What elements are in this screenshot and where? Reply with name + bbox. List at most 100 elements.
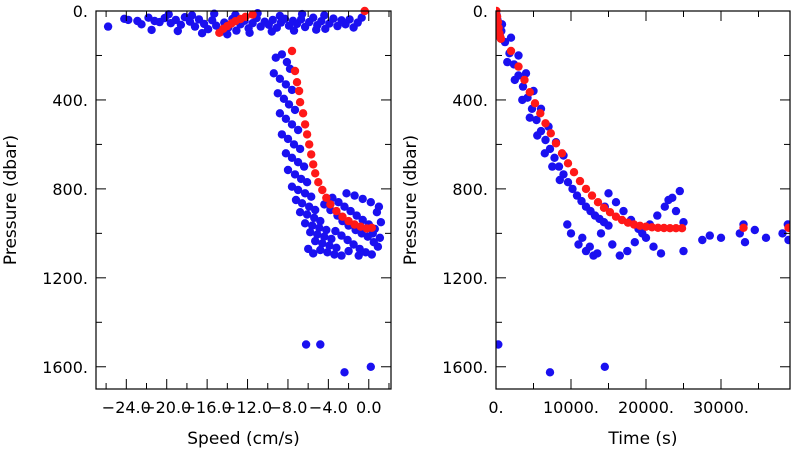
data-point-blue bbox=[563, 220, 572, 229]
x-tick-label: −24.0 bbox=[102, 398, 151, 417]
data-point-red bbox=[292, 78, 302, 87]
data-point-blue bbox=[289, 140, 299, 149]
data-point-blue bbox=[532, 115, 541, 125]
data-point-red bbox=[367, 223, 376, 232]
data-point-blue bbox=[656, 249, 666, 258]
data-point-blue bbox=[312, 25, 321, 34]
data-point-blue bbox=[533, 131, 542, 140]
data-point-blue bbox=[660, 202, 669, 211]
data-point-red bbox=[659, 223, 669, 233]
data-point-red bbox=[309, 160, 318, 169]
data-point-blue bbox=[309, 13, 318, 22]
speed-pressure-panel: 0. 400. 800. 1200. 1600. −24.0−20.0−16.0−12.0… bbox=[1, 2, 392, 449]
data-point-blue bbox=[679, 246, 688, 256]
data-point-blue bbox=[281, 149, 291, 158]
data-point-blue bbox=[596, 229, 606, 238]
data-point-blue bbox=[273, 89, 282, 98]
data-point-red bbox=[300, 120, 310, 129]
data-point-red bbox=[581, 184, 591, 194]
data-point-blue bbox=[332, 243, 341, 252]
data-point-red bbox=[546, 129, 555, 138]
data-point-red bbox=[784, 223, 790, 232]
x-tick-label: 20000. bbox=[618, 398, 674, 417]
data-point-red bbox=[295, 98, 305, 107]
data-point-blue bbox=[287, 85, 297, 95]
data-point-blue bbox=[619, 206, 628, 216]
data-point-blue bbox=[578, 233, 587, 242]
data-point-blue bbox=[316, 245, 325, 255]
data-point-red bbox=[593, 198, 603, 207]
data-point-blue bbox=[299, 162, 309, 171]
data-point-red bbox=[326, 200, 335, 209]
data-point-blue bbox=[281, 80, 291, 89]
data-point-blue bbox=[346, 206, 355, 216]
data-point-red bbox=[525, 88, 534, 97]
data-point-red bbox=[514, 62, 523, 71]
data-point-blue bbox=[761, 233, 771, 242]
data-point-red bbox=[506, 46, 516, 56]
data-point-blue bbox=[320, 200, 329, 209]
x-tick-label: −16.0 bbox=[183, 398, 232, 417]
data-point-red bbox=[520, 75, 529, 85]
data-point-blue bbox=[245, 28, 254, 37]
data-point-blue bbox=[300, 189, 310, 198]
data-point-blue bbox=[295, 144, 305, 154]
x-axis-title: Speed (cm/s) bbox=[187, 429, 299, 449]
data-point-blue bbox=[290, 105, 300, 115]
data-point-blue bbox=[668, 193, 677, 202]
data-point-blue bbox=[340, 368, 349, 377]
data-point-red bbox=[569, 168, 579, 177]
data-point-blue bbox=[615, 251, 624, 260]
data-point-red bbox=[332, 206, 341, 216]
data-point-blue bbox=[302, 178, 312, 187]
data-point-red bbox=[530, 99, 540, 108]
markers bbox=[103, 6, 386, 377]
data-point-blue bbox=[367, 250, 376, 259]
data-point-blue bbox=[277, 50, 287, 59]
data-point-blue bbox=[649, 242, 658, 251]
data-point-red bbox=[307, 150, 316, 159]
data-point-blue bbox=[343, 235, 352, 245]
data-point-blue bbox=[518, 82, 528, 91]
data-point-blue bbox=[358, 215, 367, 225]
data-point-blue bbox=[124, 15, 133, 25]
data-point-blue bbox=[323, 248, 332, 257]
data-point-blue bbox=[342, 189, 351, 198]
x-tick-label: −8.0 bbox=[269, 398, 308, 417]
data-point-blue bbox=[203, 25, 213, 34]
data-point-blue bbox=[604, 189, 613, 198]
data-point-blue bbox=[778, 229, 787, 238]
data-point-blue bbox=[574, 240, 583, 249]
data-point-blue bbox=[327, 234, 336, 244]
data-point-blue bbox=[630, 238, 639, 247]
data-point-blue bbox=[308, 221, 317, 230]
data-point-blue bbox=[283, 134, 293, 144]
data-point-red bbox=[496, 34, 506, 43]
y-axis-title: Pressure (dbar) bbox=[1, 135, 21, 265]
y-tick-label: 1600. bbox=[442, 358, 488, 377]
data-point-blue bbox=[540, 149, 549, 158]
data-point-blue bbox=[293, 158, 303, 167]
data-point-blue bbox=[334, 198, 343, 207]
data-point-blue bbox=[372, 208, 382, 217]
data-point-blue bbox=[496, 340, 503, 349]
data-point-blue bbox=[331, 226, 340, 236]
data-point-blue bbox=[297, 9, 307, 19]
plot-frame bbox=[495, 10, 791, 390]
data-point-red bbox=[338, 212, 347, 221]
data-point-blue bbox=[297, 199, 307, 208]
y-tick-label: 800. bbox=[52, 180, 88, 199]
data-point-blue bbox=[337, 251, 346, 260]
data-point-blue bbox=[311, 205, 320, 215]
data-point-blue bbox=[350, 191, 359, 200]
data-point-red bbox=[305, 140, 314, 149]
data-point-blue bbox=[147, 25, 156, 35]
data-point-blue bbox=[290, 170, 300, 179]
data-point-red bbox=[605, 208, 615, 217]
data-point-blue bbox=[608, 240, 617, 249]
data-point-red bbox=[314, 178, 323, 187]
data-point-blue bbox=[301, 340, 311, 349]
data-point-blue bbox=[176, 20, 186, 29]
data-point-blue bbox=[340, 202, 349, 211]
data-point-blue bbox=[322, 225, 331, 235]
